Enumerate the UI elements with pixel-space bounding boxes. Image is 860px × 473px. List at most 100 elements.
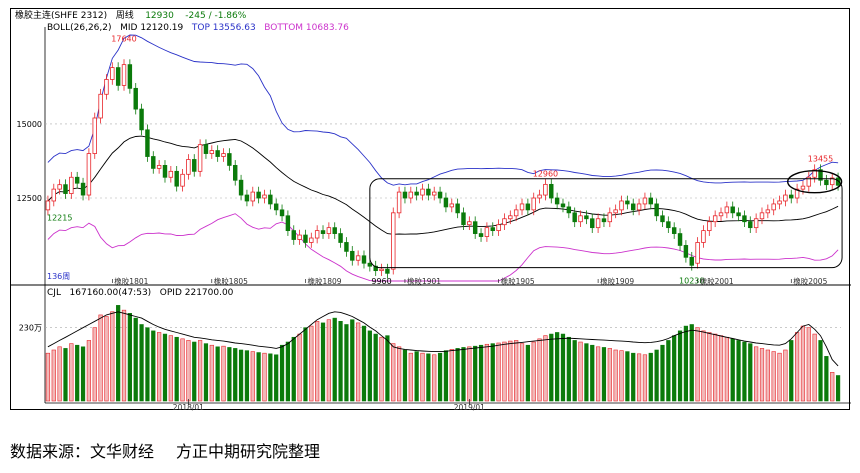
candle-body[interactable] <box>121 64 127 86</box>
candle-body[interactable] <box>92 117 97 154</box>
kline-chart-panel[interactable]: 15000 12500 17640 12215 12960 10230 13455 136周 9… <box>10 8 851 411</box>
volume-bar[interactable] <box>385 335 390 402</box>
volume-bar[interactable] <box>63 348 68 402</box>
candle-body[interactable] <box>701 230 706 243</box>
volume-bar[interactable] <box>601 347 607 402</box>
candle-body[interactable] <box>660 215 665 223</box>
candle-body[interactable] <box>426 188 431 196</box>
volume-bar[interactable] <box>420 352 425 402</box>
candle-body[interactable] <box>707 221 712 232</box>
volume-bar[interactable] <box>531 341 536 402</box>
candle-body[interactable] <box>625 200 630 205</box>
volume-bar[interactable] <box>830 372 835 402</box>
volume-bar[interactable] <box>320 322 326 402</box>
volume-bar[interactable] <box>835 375 841 402</box>
volume-bar[interactable] <box>490 343 495 402</box>
candle-body[interactable] <box>69 176 74 194</box>
volume-bar[interactable] <box>449 349 454 402</box>
candle-body[interactable] <box>133 87 138 110</box>
volume-bar[interactable] <box>361 325 367 402</box>
candle-body[interactable] <box>414 191 419 196</box>
volume-bar[interactable] <box>92 327 97 402</box>
candle-body[interactable] <box>285 215 291 232</box>
volume-bar[interactable] <box>344 324 349 402</box>
volume-bar[interactable] <box>689 324 694 402</box>
volume-bar[interactable] <box>262 352 267 402</box>
candle-body[interactable] <box>174 170 179 187</box>
volume-bar[interactable] <box>794 332 800 402</box>
volume-bar[interactable] <box>461 347 466 402</box>
candle-body[interactable] <box>256 191 261 199</box>
volume-bar[interactable] <box>537 338 542 402</box>
volume-bar[interactable] <box>473 345 478 402</box>
candle-body[interactable] <box>771 203 776 211</box>
volume-bar[interactable] <box>45 352 51 402</box>
candle-body[interactable] <box>508 215 513 220</box>
candle-body[interactable] <box>180 173 185 187</box>
volume-bar[interactable] <box>326 319 331 402</box>
candle-body[interactable] <box>783 194 788 202</box>
volume-bar[interactable] <box>373 333 378 402</box>
candle-body[interactable] <box>197 144 203 172</box>
volume-bar[interactable] <box>625 351 630 402</box>
candle-body[interactable] <box>461 212 466 226</box>
volume-bar[interactable] <box>666 340 671 402</box>
candle-body[interactable] <box>402 191 408 199</box>
volume-bar[interactable] <box>713 333 718 402</box>
volume-bar[interactable] <box>396 346 402 402</box>
candle-body[interactable] <box>619 200 624 211</box>
candle-body[interactable] <box>186 159 191 175</box>
volume-bar[interactable] <box>162 333 168 402</box>
volume-bar[interactable] <box>133 317 138 402</box>
volume-bar[interactable] <box>315 321 320 402</box>
candle-body[interactable] <box>666 221 671 229</box>
volume-bar[interactable] <box>279 344 285 402</box>
candle-body[interactable] <box>531 197 536 211</box>
candle-body[interactable] <box>379 268 384 272</box>
candle-body[interactable] <box>297 234 302 240</box>
volume-bar[interactable] <box>69 343 74 402</box>
candle-body[interactable] <box>818 169 823 181</box>
candle-body[interactable] <box>759 212 765 220</box>
candle-body[interactable] <box>648 197 653 205</box>
candle-body[interactable] <box>156 165 162 169</box>
candle-body[interactable] <box>51 188 56 202</box>
volume-bar[interactable] <box>748 343 753 402</box>
volume-bar[interactable] <box>543 335 548 402</box>
volume-bar[interactable] <box>426 353 431 402</box>
candle-body[interactable] <box>391 212 396 270</box>
volume-bar[interactable] <box>367 330 372 402</box>
volume-bar[interactable] <box>256 352 261 402</box>
volume-bar[interactable] <box>168 335 173 402</box>
candle-body[interactable] <box>192 159 197 172</box>
volume-bar[interactable] <box>525 344 530 402</box>
volume-bar[interactable] <box>356 322 361 402</box>
kline-chart-svg[interactable]: 15000 12500 17640 12215 12960 10230 13455 136周 9… <box>11 9 851 411</box>
candle-body[interactable] <box>478 233 484 237</box>
volume-bar[interactable] <box>75 344 80 402</box>
volume-bar[interactable] <box>432 354 437 402</box>
candle-body[interactable] <box>367 262 373 267</box>
candle-body[interactable] <box>309 237 314 243</box>
volume-bar[interactable] <box>631 352 636 402</box>
volume-bar[interactable] <box>508 340 513 402</box>
volume-bar[interactable] <box>648 352 653 402</box>
volume-bar[interactable] <box>777 352 782 402</box>
candle-body[interactable] <box>496 224 501 232</box>
candle-body[interactable] <box>344 242 349 252</box>
candle-body[interactable] <box>830 177 835 186</box>
candle-body[interactable] <box>777 200 782 205</box>
candle-body[interactable] <box>332 227 337 234</box>
candle-body[interactable] <box>373 265 378 272</box>
candle-body[interactable] <box>262 194 267 199</box>
candle-body[interactable] <box>789 194 794 199</box>
volume-bar[interactable] <box>98 314 103 402</box>
volume-bar[interactable] <box>613 349 618 402</box>
volume-bar[interactable] <box>724 336 729 402</box>
volume-bar[interactable] <box>718 335 724 402</box>
volume-bar[interactable] <box>806 327 811 402</box>
candle-body[interactable] <box>806 176 812 187</box>
candle-body[interactable] <box>572 212 577 223</box>
volume-bar[interactable] <box>139 324 144 402</box>
volume-bar[interactable] <box>338 321 343 402</box>
